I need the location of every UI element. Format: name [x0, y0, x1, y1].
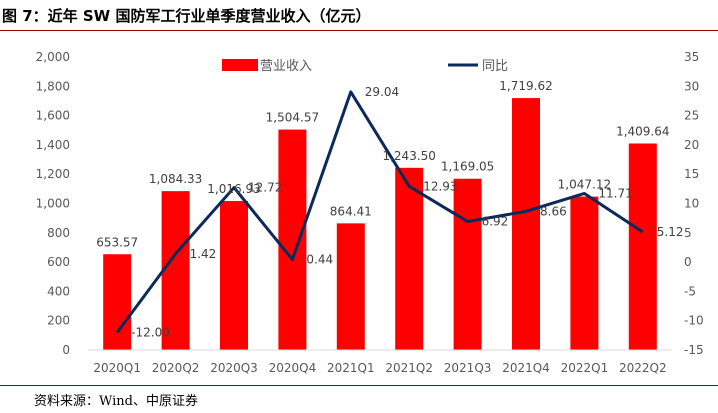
revenue-bar: [278, 129, 307, 350]
x-tick-label: 2022Q1: [561, 361, 609, 375]
yoy-data-label: 0.44: [306, 253, 333, 267]
y-left-tick-label: 800: [47, 226, 70, 240]
y-left-tick-label: 200: [47, 314, 70, 328]
x-tick-label: 2022Q2: [619, 361, 667, 375]
x-tick-label: 2021Q2: [385, 361, 433, 375]
revenue-data-label: 1,719.62: [499, 79, 552, 93]
revenue-bar: [570, 196, 599, 350]
revenue-bar: [395, 167, 424, 350]
revenue-bar: [161, 191, 190, 350]
y-left-tick-label: 1,800: [36, 79, 70, 93]
y-right-tick-label: -10: [684, 314, 704, 328]
revenue-bar: [453, 178, 482, 350]
y-left-tick-label: 1,400: [36, 138, 70, 152]
revenue-data-label: 1,243.50: [382, 149, 435, 163]
y-left-tick-label: 1,600: [36, 109, 70, 123]
y-right-tick-label: 15: [684, 167, 699, 181]
revenue-bar: [103, 254, 132, 350]
y-right-tick-label: 0: [684, 255, 692, 269]
x-tick-label: 2020Q2: [152, 361, 200, 375]
revenue-data-label: 1,409.64: [616, 124, 669, 138]
revenue-bar: [336, 223, 365, 350]
yoy-data-label: 12.93: [423, 179, 457, 193]
chart-title: 图 7：近年 SW 国防军工行业单季度营业收入（亿元）: [2, 7, 371, 25]
y-right-tick-label: 30: [684, 79, 699, 93]
revenue-bar: [220, 201, 248, 350]
revenue-data-label: 653.57: [96, 235, 138, 249]
revenue-chart: 02004006008001,0001,2001,4001,6001,8002,…: [36, 50, 704, 375]
revenue-bar: [628, 143, 657, 350]
y-right-tick-label: -5: [684, 284, 696, 298]
revenue-data-label: 1,169.05: [441, 160, 494, 174]
legend-bar-label: 营业收入: [260, 59, 312, 74]
x-tick-label: 2021Q4: [502, 361, 550, 375]
footer-divider: [0, 385, 718, 386]
yoy-data-label: 11.71: [598, 186, 632, 200]
yoy-data-label: 5.12: [657, 225, 684, 239]
revenue-bar: [512, 98, 540, 350]
y-right-tick-label: 25: [684, 109, 699, 123]
x-tick-label: 2021Q1: [327, 361, 375, 375]
y-left-tick-label: 1,200: [36, 167, 70, 181]
y-left-tick-label: 0: [62, 343, 70, 357]
x-tick-label: 2021Q3: [444, 361, 492, 375]
yoy-line: [115, 90, 644, 334]
title-divider: [0, 30, 718, 31]
yoy-data-label: 12.72: [248, 181, 282, 195]
y-left-tick-label: 2,000: [36, 50, 70, 64]
legend-bar-swatch: [222, 59, 258, 71]
revenue-data-label: 864.41: [330, 204, 372, 218]
revenue-data-label: 1,047.12: [558, 178, 611, 192]
x-tick-label: 2020Q4: [269, 361, 317, 375]
y-right-tick-label: 20: [684, 138, 699, 152]
x-tick-label: 2020Q3: [210, 361, 258, 375]
y-right-tick-label: 35: [684, 50, 699, 64]
yoy-data-label: 29.04: [365, 85, 399, 99]
source-note: 资料来源：Wind、中原证券: [34, 394, 198, 409]
yoy-data-label: 1.42: [190, 247, 217, 261]
revenue-data-label: 1,016.93: [207, 182, 260, 196]
y-left-tick-label: 400: [47, 284, 70, 298]
y-right-tick-label: 10: [684, 197, 699, 211]
y-right-tick-label: 5: [684, 226, 692, 240]
y-left-tick-label: 1,000: [36, 197, 70, 211]
y-left-tick-label: 600: [47, 255, 70, 269]
yoy-data-label: 8.66: [540, 204, 567, 218]
x-tick-label: 2020Q1: [93, 361, 141, 375]
yoy-data-label: -12.00: [131, 325, 170, 339]
y-right-tick-label: -15: [684, 343, 704, 357]
yoy-data-label: 6.92: [482, 215, 509, 229]
revenue-data-label: 1,504.57: [266, 111, 319, 125]
legend-line-label: 同比: [482, 59, 508, 74]
revenue-data-label: 1,084.33: [149, 172, 202, 186]
